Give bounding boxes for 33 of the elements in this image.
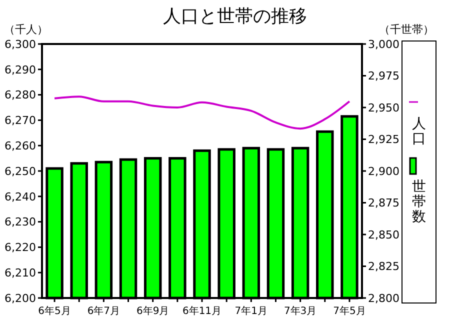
chart-title: 人口と世帯の推移 [163, 6, 307, 27]
y-tick-label: 6,200 [4, 292, 36, 305]
y-tick-label: 6,300 [4, 38, 36, 51]
y2-tick-label: 2,850 [368, 228, 400, 242]
y2-tick-label: 2,875 [368, 196, 400, 210]
x-tick-label: 6年9月 [136, 305, 170, 317]
y-tick-label: 6,260 [4, 139, 36, 152]
x-tick-label: 6年7月 [87, 305, 120, 317]
x-tick-label: 7年5月 [333, 305, 366, 317]
y2-tick-label: 2,950 [368, 101, 400, 114]
x-tick-label: 6年11月 [182, 305, 222, 317]
y2-tick-label: 2,900 [368, 164, 400, 178]
y2-tick-label: 3,000 [368, 38, 400, 51]
legend-label: 世帯数 [412, 179, 426, 225]
y-axis-title: （千人） [4, 23, 48, 36]
y-tick-label: 6,250 [4, 164, 36, 178]
legend-label: 人口 [412, 116, 426, 147]
y-tick-label: 6,270 [4, 114, 36, 128]
line-series [54, 96, 350, 130]
y2-tick-label: 2,975 [368, 70, 400, 83]
y-tick-label: 6,280 [4, 88, 36, 102]
y2-tick-label: 2,825 [368, 260, 400, 274]
x-tick-label: 7年1月 [234, 305, 268, 317]
x-tick-label: 7年3月 [284, 305, 317, 317]
y-tick-label: 6,220 [4, 241, 36, 254]
y2-tick-label: 2,925 [368, 133, 400, 146]
y-tick-label: 6,210 [4, 266, 36, 280]
x-tick-label: 6年5月 [38, 305, 71, 317]
y-tick-label: 6,230 [4, 216, 36, 229]
y2-axis-title: （千世帯） [379, 23, 434, 36]
y2-tick-label: 2,800 [368, 292, 400, 305]
y-tick-label: 6,240 [4, 190, 36, 204]
y-tick-label: 6,290 [4, 63, 36, 76]
